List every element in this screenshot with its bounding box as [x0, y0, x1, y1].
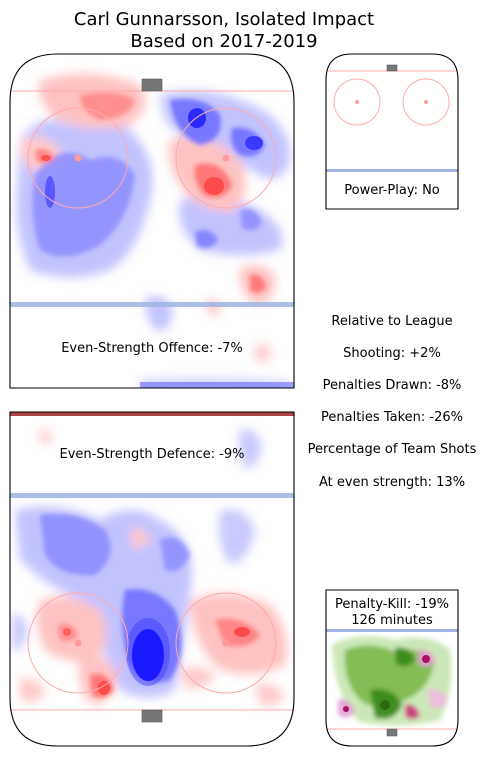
chart-title: Carl Gunnarsson, Isolated Impact: [74, 9, 374, 30]
penaltykill-heatmap: [326, 629, 458, 737]
defence-label: Even-Strength Defence: -9%: [60, 447, 245, 462]
penaltykill-panel: Penalty-Kill: -19% 126 minutes: [325, 589, 459, 747]
offence-label: Even-Strength Offence: -7%: [61, 341, 243, 356]
stat-even-strength: At even strength: 13%: [319, 475, 465, 490]
offence-panel: Even-Strength Offence: -7%: [9, 53, 295, 389]
stats-block: Relative to League Shooting: +2% Penalti…: [308, 314, 477, 490]
stat-penalties-taken: Penalties Taken: -26%: [321, 410, 463, 425]
stat-shooting: Shooting: +2%: [343, 346, 441, 361]
stats-heading: Relative to League: [331, 314, 452, 329]
powerplay-panel: Power-Play: No: [325, 53, 459, 210]
offence-rink-outline: [9, 53, 295, 389]
defence-net: [141, 709, 163, 723]
defence-heatmap: [10, 412, 294, 706]
stat-penalties-drawn: Penalties Drawn: -8%: [323, 378, 462, 393]
chart-subtitle: Based on 2017-2019: [130, 31, 317, 52]
penaltykill-label: Penalty-Kill: -19%: [335, 597, 449, 612]
defence-rink-outline: [9, 411, 295, 747]
defence-panel: Even-Strength Defence: -9%: [9, 411, 295, 747]
defence-blue-line: [10, 493, 294, 498]
offence-blue-line: [10, 302, 294, 307]
powerplay-label: Power-Play: No: [344, 183, 440, 198]
penaltykill-minutes: 126 minutes: [351, 613, 433, 628]
stat-team-shots-heading: Percentage of Team Shots: [308, 442, 477, 457]
offence-net: [141, 78, 163, 92]
penaltykill-rink-outline: [325, 589, 459, 747]
powerplay-rink-outline: [325, 53, 459, 210]
